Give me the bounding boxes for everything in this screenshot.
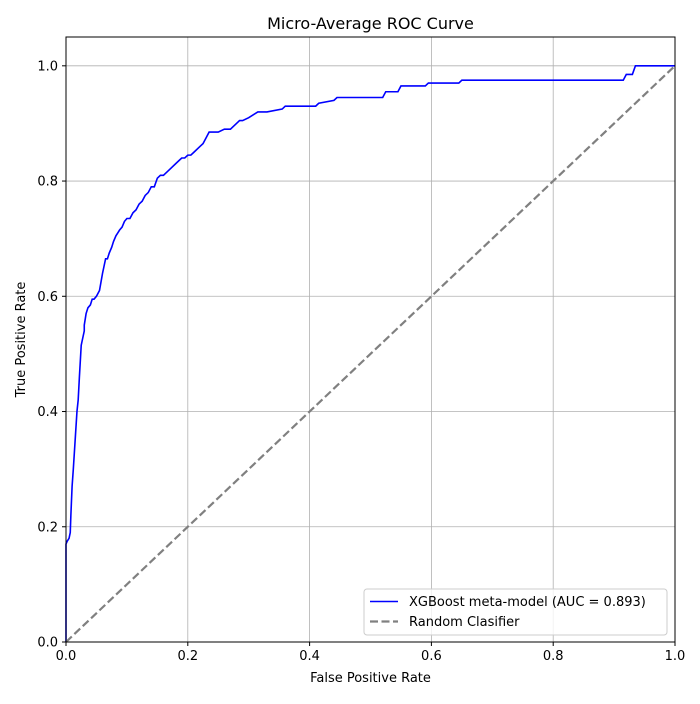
- x-tick-label: 0.4: [299, 649, 320, 664]
- x-tick-label: 1.0: [665, 649, 686, 664]
- chart-title: Micro-Average ROC Curve: [267, 14, 474, 33]
- legend-box: [363, 588, 668, 636]
- roc-curve-line: [65, 65, 675, 642]
- y-axis-label: True Positive Rate: [14, 282, 29, 399]
- x-tick-label: 0.0: [56, 649, 77, 664]
- legend-label: XGBoost meta-model (AUC = 0.893): [409, 595, 646, 610]
- y-tick-label: 0.0: [37, 636, 58, 651]
- y-tick-label: 0.2: [37, 520, 58, 535]
- y-tick-label: 0.4: [37, 405, 58, 420]
- x-tick-label: 0.2: [177, 649, 198, 664]
- y-tick-label: 1.0: [37, 59, 58, 74]
- y-tick-label: 0.8: [37, 175, 58, 190]
- series-layer: [65, 65, 676, 643]
- x-tick-label: 0.8: [543, 649, 564, 664]
- random-classifier-line: [65, 65, 676, 643]
- plot-frame: [65, 36, 676, 643]
- y-tick-label: 0.6: [37, 290, 58, 305]
- legend: XGBoost meta-model (AUC = 0.893) Random C…: [363, 588, 668, 636]
- x-tick-label: 0.6: [421, 649, 442, 664]
- axis-ticks: 0.0 0.2 0.4 0.6 0.8 1.0 0.0 0.2 0.4 0.6 0.8 1.0: [37, 59, 685, 664]
- legend-label: Random Clasifier: [409, 615, 520, 630]
- x-axis-label: False Positive Rate: [310, 671, 431, 686]
- grid-lines: [65, 37, 676, 643]
